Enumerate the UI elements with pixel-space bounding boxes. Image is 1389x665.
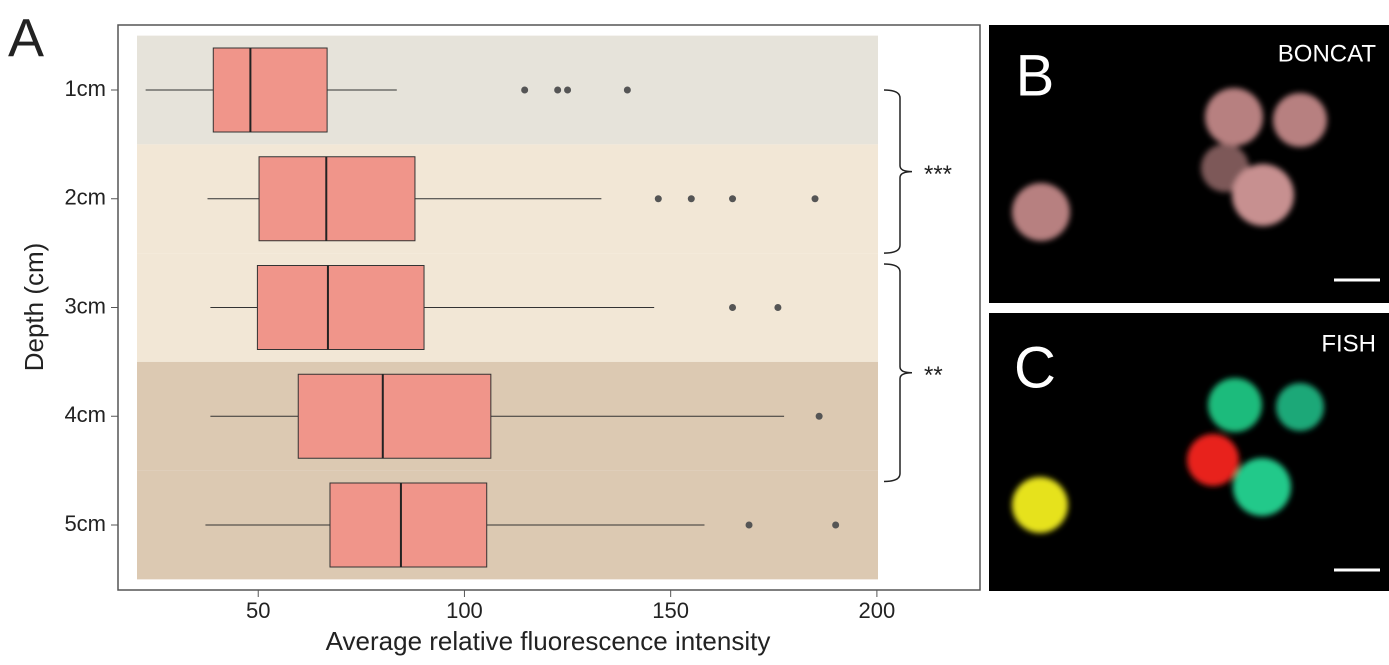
outlier	[564, 86, 572, 94]
x-tick-label: 100	[446, 598, 483, 623]
outlier	[729, 304, 737, 311]
panel-label: B	[1016, 43, 1055, 108]
panel-label: A	[8, 8, 44, 68]
panel-caption: BONCAT	[1278, 40, 1377, 67]
outlier	[654, 195, 662, 203]
outlier	[729, 195, 737, 203]
box	[329, 482, 488, 568]
y-tick-label: 2cm	[64, 185, 106, 210]
x-tick-label: 50	[246, 598, 270, 623]
outlier	[832, 521, 840, 529]
panel-label: C	[1014, 335, 1056, 400]
outlier	[745, 521, 753, 529]
y-axis-label: Depth (cm)	[19, 243, 49, 372]
cells-b	[1012, 88, 1327, 241]
significance-label: ***	[924, 161, 952, 188]
outlier	[774, 304, 782, 311]
box	[256, 265, 425, 350]
significance-bracket	[883, 263, 913, 483]
x-axis-label: Average relative fluorescence intensity	[326, 626, 771, 656]
outlier	[687, 195, 695, 203]
box	[297, 373, 492, 459]
outlier	[815, 412, 823, 420]
outlier	[521, 86, 529, 94]
outlier	[811, 195, 819, 203]
y-tick-label: 1cm	[64, 76, 106, 101]
y-tick-label: 5cm	[64, 511, 106, 536]
plot-frame	[117, 24, 981, 591]
significance-bracket	[883, 89, 913, 254]
significance-label: **	[924, 362, 943, 389]
cells-c	[1012, 378, 1324, 533]
outlier	[623, 86, 631, 94]
panel-caption: FISH	[1321, 330, 1376, 357]
box	[258, 156, 416, 242]
plot-area: 50 100 150 200 1cm 2cm 3cm 4cm 5cm	[64, 35, 896, 623]
y-tick-label: 4cm	[64, 402, 106, 427]
x-tick-label: 150	[652, 598, 689, 623]
y-tick-label: 3cm	[64, 293, 106, 318]
micrograph-b	[989, 25, 1389, 303]
x-tick-label: 200	[859, 598, 896, 623]
box	[212, 47, 328, 133]
outlier	[554, 86, 562, 94]
